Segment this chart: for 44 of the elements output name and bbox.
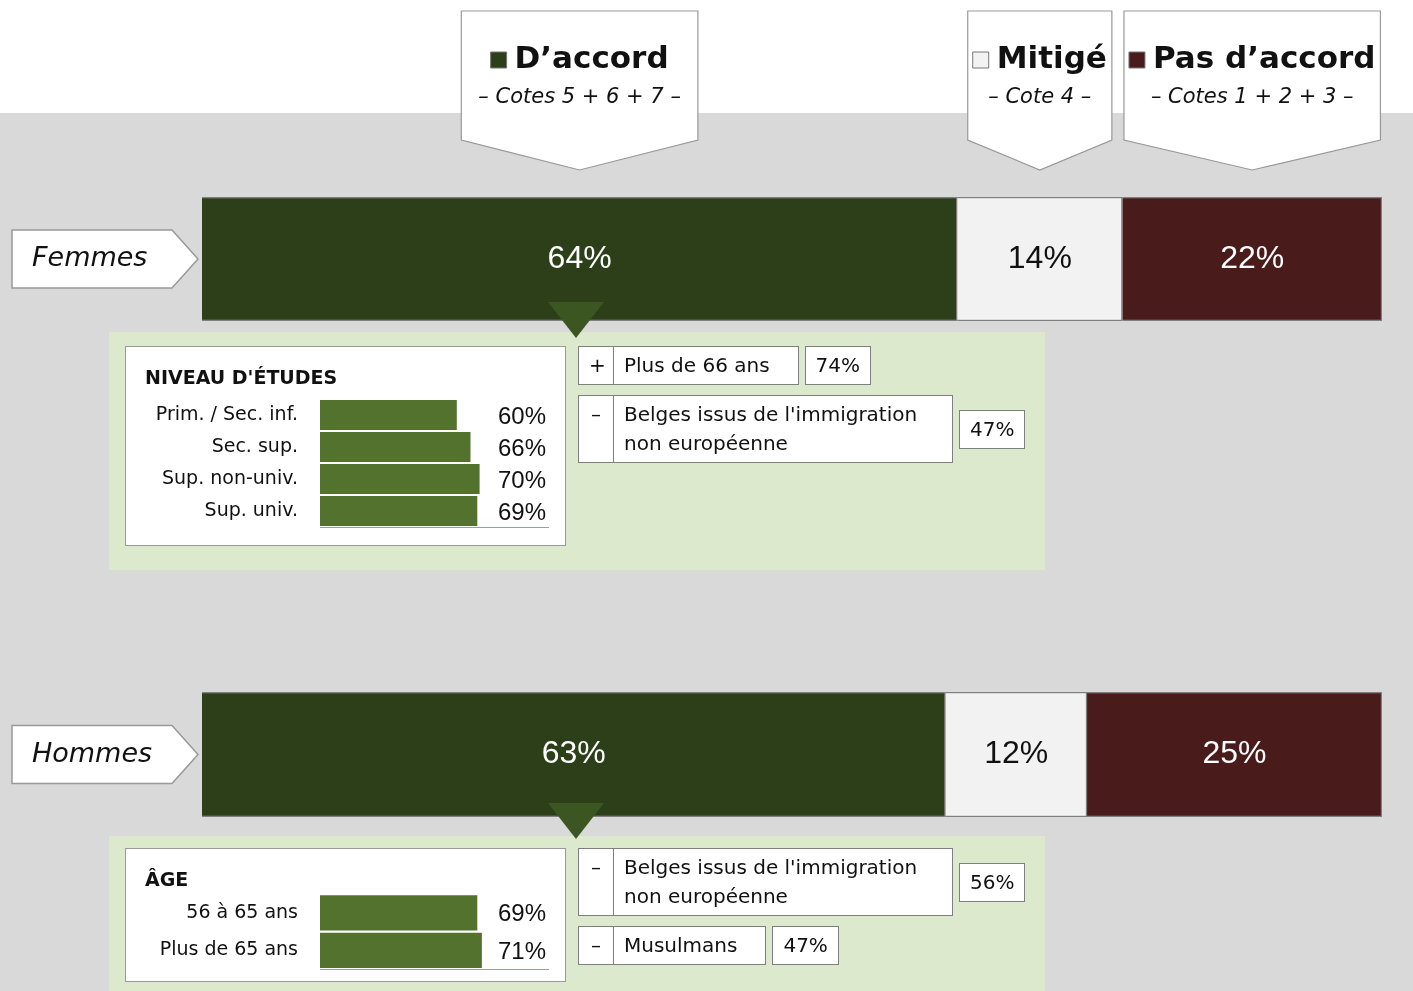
data-label: 69% (497, 899, 546, 927)
data-label: 69% (497, 497, 546, 525)
data-label: 25% (1202, 734, 1267, 771)
bar (320, 495, 478, 527)
data-label: 12% (984, 734, 1049, 771)
legend-label: D’accord (514, 39, 669, 76)
data-label: 66% (497, 433, 546, 461)
text: – (578, 395, 614, 463)
data-label: 14% (1007, 238, 1072, 275)
y-tick-label: 56 à 65 ans (186, 899, 298, 922)
legend-label: Mitigé (996, 39, 1107, 76)
y-tick-label: Sup. non-univ. (162, 465, 298, 488)
bar (320, 463, 480, 495)
text: – Cotes 1 + 2 + 3 – (1150, 84, 1354, 109)
category-label: Musulmans (614, 926, 767, 965)
bar (320, 399, 457, 431)
chart-title: NIVEAU D'ÉTUDES (145, 366, 338, 388)
text: + (578, 346, 614, 385)
bar (320, 431, 471, 463)
text: – (578, 848, 614, 916)
category-label: Belges issus de l'immigration non européenne (614, 395, 953, 463)
text: – Cotes 5 + 6 + 7 – (478, 84, 681, 109)
text: – Cote 4 – (988, 84, 1092, 109)
y-tick-label: Sec. sup. (211, 433, 298, 456)
text: ÂGE (145, 868, 189, 890)
data-label: 63% (541, 734, 606, 771)
text: 56% (970, 869, 1015, 894)
legend-label: Pas d’accord (1152, 39, 1376, 76)
data-label: 60% (497, 401, 546, 429)
data-label: 64% (547, 238, 612, 275)
y-tick-label: Plus de 65 ans (159, 937, 298, 960)
text: 47% (970, 416, 1015, 441)
text: 74% (815, 353, 861, 377)
data-label: 71% (497, 936, 546, 964)
text: – (578, 926, 614, 965)
y-tick-label: Sup. univ. (204, 497, 298, 520)
y-tick-label: Femmes (32, 241, 148, 273)
y-tick-label: Prim. / Sec. inf. (155, 401, 298, 424)
category-label: Belges issus de l'immigration non européenne (614, 848, 953, 916)
text: 47% (783, 933, 828, 957)
data-label: 70% (497, 465, 546, 493)
y-tick-label: Hommes (32, 736, 153, 768)
category-label: Plus de 66 ans (614, 346, 799, 385)
data-label: 22% (1220, 238, 1285, 275)
